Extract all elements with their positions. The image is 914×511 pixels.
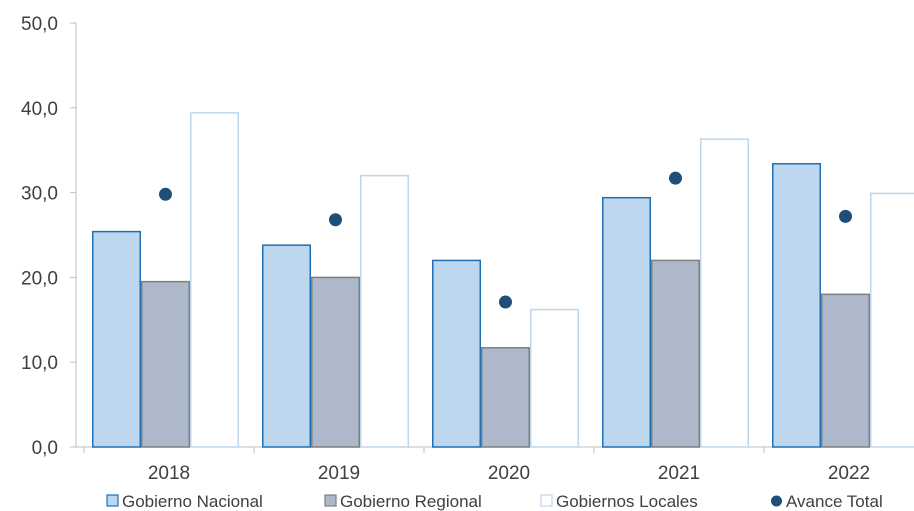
legend-label-gobierno-nacional: Gobierno Nacional — [122, 492, 263, 511]
y-tick-label: 20,0 — [21, 268, 58, 289]
bar-gobiernos-locales-2020 — [530, 308, 579, 448]
bar-gobierno-nacional-2022 — [772, 163, 821, 448]
y-tick-label: 10,0 — [21, 353, 58, 374]
bar-gobiernos-locales-2018 — [190, 112, 239, 448]
bar-gobierno-nacional-2020 — [432, 259, 481, 448]
legend-swatch-gobierno-regional — [324, 494, 337, 507]
x-tick-label-2021: 2021 — [658, 463, 700, 484]
y-tick-label: 40,0 — [21, 99, 58, 120]
bar-gobierno-regional-2021 — [651, 259, 700, 448]
y-tick-label: 30,0 — [21, 184, 58, 205]
bar-gobierno-regional-2020 — [481, 347, 530, 448]
x-tick-label-2022: 2022 — [828, 463, 870, 484]
y-tick-label: 50,0 — [21, 14, 58, 35]
bar-gobierno-regional-2018 — [141, 280, 190, 448]
bar-gobiernos-locales-2022 — [870, 192, 914, 448]
bar-gobierno-regional-2019 — [311, 276, 360, 448]
bar-gobierno-regional-2022 — [821, 293, 870, 448]
point-avance-total-2019 — [329, 213, 342, 227]
bar-gobierno-nacional-2018 — [92, 230, 141, 448]
legend-swatch-gobiernos-locales — [540, 494, 553, 507]
point-avance-total-2022 — [839, 209, 852, 223]
tick-labels: 0,0 10,0 20,0 30,0 40,0 50,0 2018 2019 2020 2021 2… — [21, 14, 870, 484]
legend: Gobierno Nacional Gobierno Regional Gobier… — [106, 492, 883, 511]
point-avance-total-2018 — [159, 187, 172, 201]
x-tick-label-2018: 2018 — [148, 463, 190, 484]
bar-gobiernos-locales-2021 — [700, 138, 749, 448]
bar-gobierno-nacional-2021 — [602, 196, 651, 448]
bar-gobierno-nacional-2019 — [262, 244, 311, 448]
x-tick-label-2020: 2020 — [488, 463, 530, 484]
legend-label-gobiernos-locales: Gobiernos Locales — [556, 492, 698, 511]
bar-gobiernos-locales-2019 — [360, 174, 409, 448]
legend-swatch-avance-total — [771, 495, 782, 507]
point-avance-total-2021 — [669, 171, 682, 185]
legend-label-avance-total: Avance Total — [786, 492, 883, 511]
legend-label-gobierno-regional: Gobierno Regional — [340, 492, 482, 511]
point-avance-total-2020 — [499, 295, 512, 309]
y-tick-label: 0,0 — [32, 438, 58, 459]
legend-swatch-gobierno-nacional — [106, 494, 119, 507]
bars — [92, 112, 914, 448]
x-tick-label-2019: 2019 — [318, 463, 360, 484]
points — [159, 171, 852, 309]
